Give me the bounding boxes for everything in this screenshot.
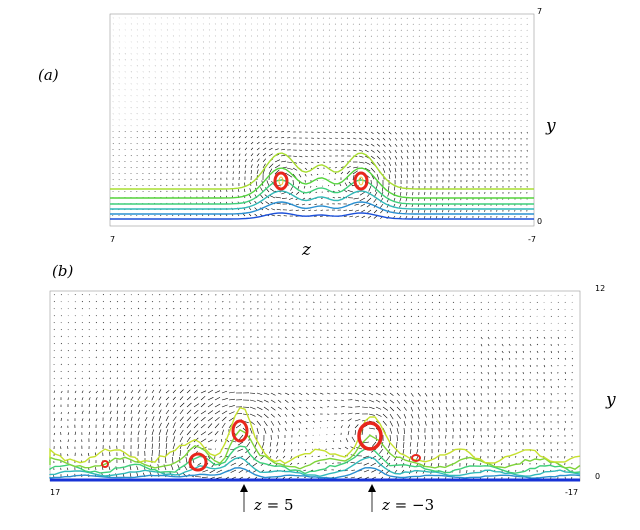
annotation-z5-var: z [254, 496, 262, 514]
panel-a-frame [109, 13, 535, 227]
panel-b-vortex-5 [411, 454, 421, 462]
panel-a-y-tick-bottom: 0 [537, 217, 543, 226]
panel-a-contours [110, 152, 534, 220]
annotation-z5-value: 5 [284, 496, 294, 514]
panel-b-frame [49, 290, 581, 482]
panel-b-y-tick-top: 12 [595, 284, 606, 293]
panel-b-velocity-vectors [53, 293, 574, 481]
panel-b-label: (b) [52, 262, 74, 280]
annotation-z-3-var: z [382, 496, 390, 514]
panel-a-vortex-right [353, 171, 369, 191]
panel-b-contours [49, 406, 581, 479]
panel-b-x-tick-left: 17 [50, 488, 61, 497]
panel-a-vortex-left [273, 171, 289, 191]
panel-a-x-axis-label: z [302, 240, 311, 260]
panel-b-vortex-4 [101, 460, 109, 468]
panel-a-y-tick-top: 7 [537, 7, 543, 16]
panel-b-y-tick-bottom: 0 [595, 472, 601, 481]
annotation-z-3-value: −3 [412, 496, 435, 514]
panel-b-vortex-2 [357, 421, 383, 451]
arrow-z5 [240, 484, 248, 512]
panel-b-x-tick-right: -17 [565, 488, 579, 497]
panel-b-vortex-1 [231, 419, 249, 443]
arrow-z-3 [368, 484, 376, 512]
panel-b-y-axis-label: y [606, 390, 616, 410]
annotation-z5: z = 5 [254, 496, 294, 514]
panel-b-vortex-3 [188, 452, 208, 472]
panel-a-y-axis-label: y [546, 116, 556, 136]
panel-a-x-tick-left: 7 [110, 235, 116, 244]
panel-a-x-tick-right: -7 [528, 235, 536, 244]
panel-a-label: (a) [38, 66, 59, 84]
annotation-z-3: z = −3 [382, 496, 435, 514]
panel-a-velocity-vectors [112, 17, 528, 219]
